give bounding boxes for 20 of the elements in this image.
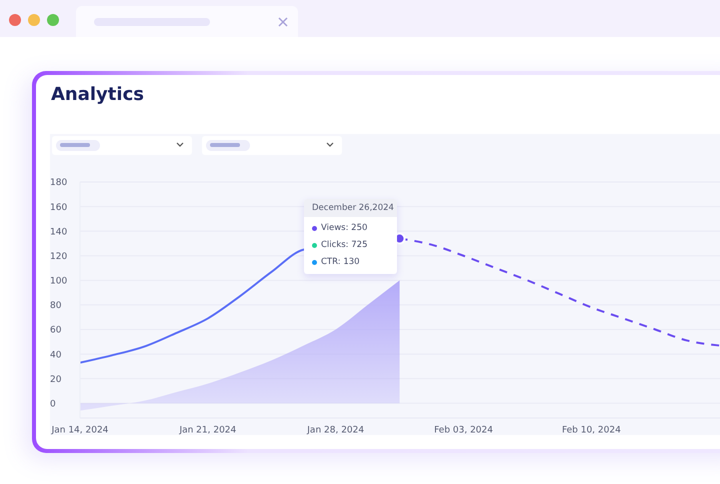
y-tick-label: 180 <box>50 178 68 188</box>
y-tick-label: 0 <box>50 399 56 410</box>
y-tick-label: 140 <box>50 227 68 238</box>
annotation: Clicks: 725 <box>321 240 368 250</box>
y-tick-label: 120 <box>50 252 68 262</box>
x-tick-label: Jan 28, 2024 <box>306 425 364 436</box>
y-tick-label: 20 <box>50 374 62 385</box>
x-tick-label: Feb 03, 2024 <box>434 425 494 436</box>
x-tick-label: Jan 21, 2024 <box>178 425 237 436</box>
y-tick-label: 80 <box>50 301 62 312</box>
annotation: December 26,2024 <box>304 199 397 217</box>
x-tick-label: Jan 14, 2024 <box>50 425 109 436</box>
x-tick-label: Feb 10, 2024 <box>562 425 622 436</box>
y-tick-label: 60 <box>50 326 62 336</box>
y-tick-label: 100 <box>50 276 68 287</box>
y-tick-label: 40 <box>50 350 62 360</box>
chart-title: Analytics <box>51 84 144 105</box>
annotation: CTR: 130 <box>321 257 360 267</box>
annotation: Views: 250 <box>321 223 368 233</box>
y-tick-label: 160 <box>50 202 68 213</box>
